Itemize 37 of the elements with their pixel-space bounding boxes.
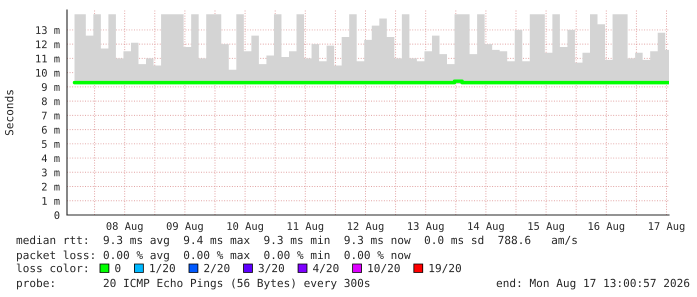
x-tick-label: 09 Aug <box>166 222 203 232</box>
y-tick-label: 6 m <box>42 126 60 134</box>
y-tick-label: 7 m <box>42 112 60 120</box>
x-tick-label: 13 Aug <box>408 222 444 232</box>
x-tick-label: 15 Aug <box>528 222 564 232</box>
legend-label: 0 <box>115 264 120 272</box>
x-tick-label: 11 Aug <box>288 222 324 232</box>
y-tick-label: 9 m <box>42 83 60 92</box>
y-tick-label: 0 <box>54 211 60 220</box>
legend-title: loss color: <box>16 264 87 272</box>
text: end: Mon Aug 17 13:00:57 2026 <box>496 278 690 290</box>
legend-label: 1/20 <box>150 264 175 274</box>
y-tick-label: 13 m <box>36 26 60 34</box>
y-tick-label: 11 m <box>36 54 60 62</box>
x-tick-label: 14 Aug <box>468 222 504 232</box>
legend-label: 10/20 <box>368 264 400 274</box>
legend-label: 19/20 <box>430 264 461 274</box>
y-tick-label: 12 m <box>36 40 60 48</box>
legend-label: 3/20 <box>258 264 284 274</box>
y-tick-label: 2 m <box>42 182 60 191</box>
y-axis-title: Seconds <box>4 90 14 136</box>
text: median rtt: 9.3 ms avg 9.4 ms max 9.3 ms min 9.3 ms now 0.0 ms sd 788.6 am/s <box>16 236 577 246</box>
y-tick-label: 10 m <box>36 68 60 77</box>
y-tick-label: 5 m <box>42 140 60 148</box>
x-tick-label: 08 Aug <box>106 222 143 232</box>
y-tick-label: 8 m <box>42 97 60 106</box>
y-tick-label: 4 m <box>42 154 60 162</box>
text: probe: 20 ICMP Echo Pings (56 Bytes) every 300s <box>17 278 370 290</box>
x-tick-label: 16 Aug <box>588 222 624 232</box>
x-tick-label: 10 Aug <box>228 222 263 232</box>
x-tick-label: 17 Aug <box>648 222 684 232</box>
legend-label: 2/20 <box>204 264 230 274</box>
text: packet loss: 0.00 % avg 0.00 % max 0.00 % min 0.00 % now <box>17 250 411 262</box>
y-tick-label: 3 m <box>42 168 60 176</box>
legend-label: 4/20 <box>313 264 339 274</box>
x-tick-label: 12 Aug <box>348 222 384 232</box>
y-tick-label: 1 m <box>42 197 60 205</box>
